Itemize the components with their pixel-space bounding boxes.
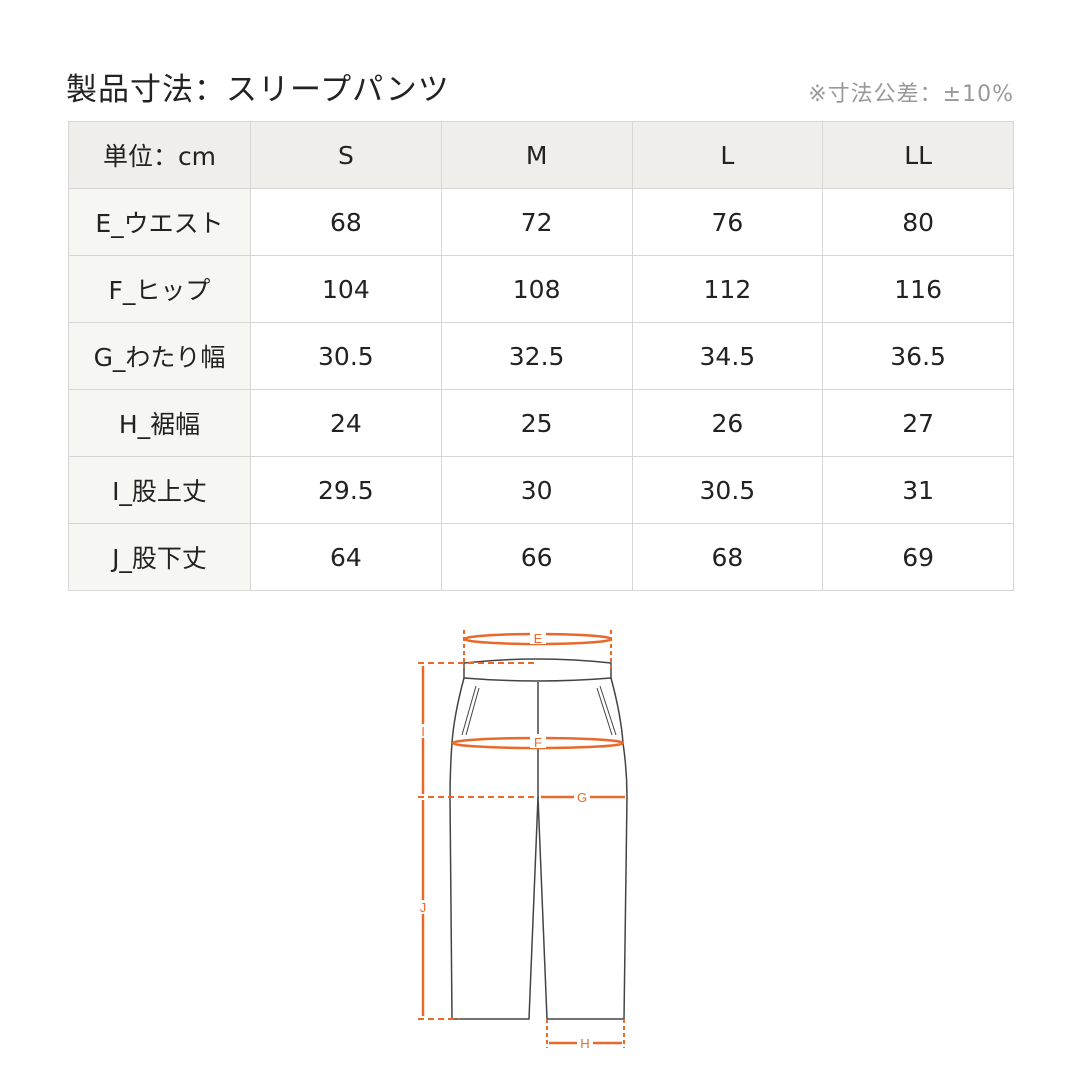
table-row: J_股下丈 64 66 68 69 [68,523,1014,591]
measure-lines [418,630,625,1048]
table-cell: 27 [822,389,1014,457]
table-cell: 76 [631,188,824,256]
table-row: E_ウエスト 68 72 76 80 [68,188,1014,256]
size-header-s: S [250,121,442,189]
row-label: J_股下丈 [68,523,251,591]
label-j: J [420,900,427,915]
label-e: E [534,631,543,646]
pants-outline [449,658,628,1020]
table-cell: 30 [440,456,633,524]
table-row: G_わたり幅 30.5 32.5 34.5 36.5 [68,322,1014,390]
table-cell: 36.5 [822,322,1014,390]
row-label: F_ヒップ [68,255,251,323]
table-cell: 80 [822,188,1014,256]
label-h: H [580,1036,589,1051]
tolerance-note: ※寸法公差：±10% [808,82,1014,107]
table-cell: 34.5 [631,322,824,390]
table-cell: 66 [440,523,633,591]
unit-header: 単位：cm [68,121,251,189]
waistband [463,658,612,682]
page-title: 製品寸法：スリープパンツ [66,72,450,108]
table-header-row: 単位：cm S M L LL [68,121,1014,189]
row-label: G_わたり幅 [68,322,251,390]
table-cell: 31 [822,456,1014,524]
label-f: F [534,735,542,750]
left-pocket [461,685,480,736]
size-header-ll: LL [822,121,1014,189]
right-pocket [596,685,617,736]
size-table: 単位：cm S M L LL E_ウエスト 68 72 76 80 F_ヒップ 104 108… [68,121,1014,591]
table-row: H_裾幅 24 25 26 27 [68,389,1014,457]
table-row: I_股上丈 29.5 30 30.5 31 [68,456,1014,524]
label-g: G [577,790,587,805]
table-cell: 26 [631,389,824,457]
row-label: I_股上丈 [68,456,251,524]
table-cell: 69 [822,523,1014,591]
row-label: E_ウエスト [68,188,251,256]
table-cell: 30.5 [631,456,824,524]
table-cell: 72 [440,188,633,256]
label-i: I [421,724,425,739]
table-cell: 116 [822,255,1014,323]
size-header-m: M [440,121,633,189]
table-cell: 64 [250,523,442,591]
table-cell: 24 [250,389,442,457]
row-label: H_裾幅 [68,389,251,457]
table-cell: 30.5 [250,322,442,390]
measure-labels: E F G H I J [416,630,593,1051]
table-cell: 25 [440,389,633,457]
